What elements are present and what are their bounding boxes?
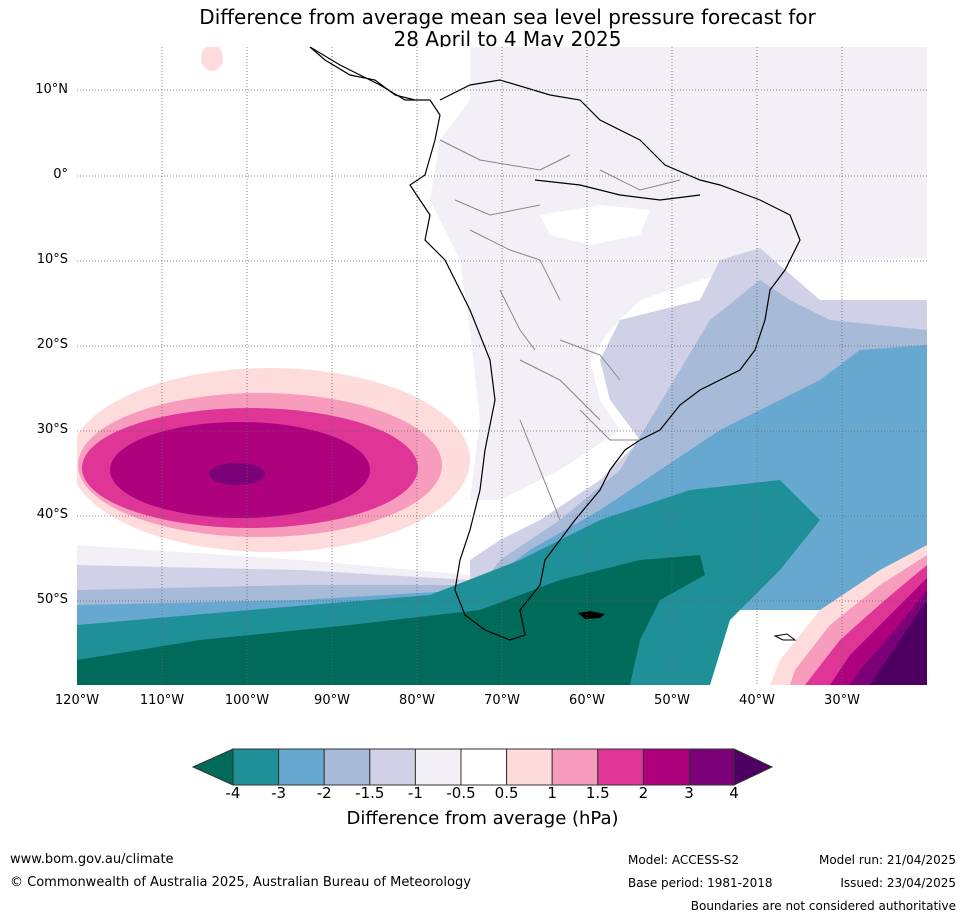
- colorbar-tick-label: -2: [316, 784, 332, 802]
- colorbar-tick-label: 1.5: [585, 784, 610, 802]
- colorbar-tick-label: 1: [547, 784, 557, 802]
- colorbar-title: Difference from average (hPa): [346, 808, 619, 829]
- colorbar-bin-9: [597, 748, 644, 786]
- colorbar-bin-6: [460, 748, 508, 786]
- anomaly-band-pos-4-southeast: [870, 600, 927, 685]
- country-borders: [439, 139, 681, 521]
- colorbar-tick-label: -1.5: [355, 784, 385, 802]
- colorbar: [191, 748, 774, 786]
- colorbar-bin-2: [278, 748, 325, 786]
- anomaly-band-pos-3-pacific: [209, 463, 265, 485]
- south-america-coastline: [309, 47, 801, 641]
- colorbar-bin-10: [642, 748, 690, 786]
- anomaly-band-neg-4: [77, 555, 705, 685]
- website-link[interactable]: www.bom.gov.au/climate: [10, 852, 174, 867]
- colorbar-bin-5: [414, 748, 462, 786]
- colorbar-tick-label: 0.5: [494, 784, 519, 802]
- colorbar-bin-4: [369, 748, 416, 786]
- colorbar-tick-label: 2: [638, 784, 649, 802]
- central-america-coastline: [309, 47, 416, 101]
- lat-label-10n: 10°N: [35, 82, 68, 97]
- lat-label-0: 0°: [53, 167, 68, 182]
- lat-label-40s: 40°S: [36, 507, 68, 522]
- anomaly-band-pos-0.5-north: [201, 47, 223, 71]
- lat-label-30s: 30°S: [36, 422, 68, 437]
- colorbar-extend-high: [733, 748, 774, 786]
- colorbar-bin-7: [506, 748, 553, 786]
- anomaly-band-neg-0.5-tropics: [430, 47, 927, 500]
- lon-label-30w: 30°W: [824, 693, 860, 708]
- colorbar-tick-label: -1: [407, 784, 423, 802]
- anomaly-pocket-zero: [540, 205, 650, 245]
- colorbar-bin-11: [688, 748, 735, 786]
- lon-label-120w: 120°W: [54, 693, 100, 708]
- colorbar-tick-label: 3: [684, 784, 694, 802]
- lon-label-60w: 60°W: [569, 693, 605, 708]
- model-name: Model: ACCESS-S2: [628, 853, 740, 867]
- model-run-date: Model run: 21/04/2025: [818, 853, 956, 867]
- lon-label-80w: 80°W: [399, 693, 435, 708]
- boundaries-disclaimer: Boundaries are not considered authoritat…: [690, 899, 956, 913]
- graticule: [77, 47, 927, 685]
- map-title-line-2: 28 April to 4 May 2025: [393, 27, 622, 51]
- colorbar-bin-8: [551, 748, 599, 786]
- lon-label-40w: 40°W: [739, 693, 775, 708]
- colorbar-tick-label: -0.5: [446, 784, 476, 802]
- colorbar-extend-low: [191, 748, 234, 786]
- lon-label-100w: 100°W: [224, 693, 270, 708]
- falkland-islands: [578, 611, 605, 619]
- lon-label-90w: 90°W: [314, 693, 350, 708]
- south-georgia: [773, 633, 797, 641]
- colorbar-tick-label: -4: [225, 784, 241, 802]
- lon-label-70w: 70°W: [484, 693, 520, 708]
- map-title-line-1: Difference from average mean sea level p…: [199, 5, 816, 29]
- base-period: Base period: 1981-2018: [628, 876, 773, 890]
- lat-label-20s: 20°S: [36, 337, 68, 352]
- lon-label-110w: 110°W: [139, 693, 185, 708]
- colorbar-bin-1: [232, 748, 280, 786]
- colorbar-tick-label: 4: [729, 784, 739, 802]
- amazon-river: [534, 179, 701, 201]
- lat-label-10s: 10°S: [36, 252, 68, 267]
- colorbar-bin-3: [323, 748, 371, 786]
- copyright-text: © Commonwealth of Australia 2025, Austra…: [10, 875, 471, 890]
- lat-label-50s: 50°S: [36, 592, 68, 607]
- issued-date: Issued: 23/04/2025: [840, 876, 956, 890]
- colorbar-tick-label: -3: [271, 784, 287, 802]
- lon-label-50w: 50°W: [654, 693, 690, 708]
